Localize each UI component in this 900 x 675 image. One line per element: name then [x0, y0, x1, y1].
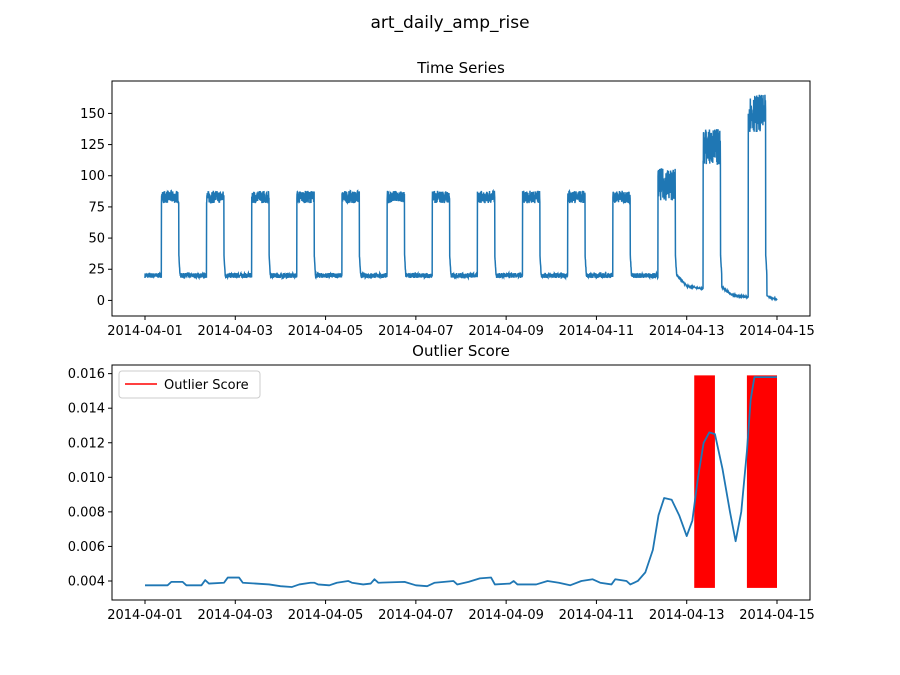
- y-tick-label: 50: [88, 232, 105, 247]
- outlier-score-plot-area: [145, 375, 777, 588]
- time-series-frame: [111, 80, 811, 317]
- x-tick-label: 2014-04-01: [107, 608, 183, 623]
- time-series-axes: Time Series 2014-04-01 2014-04-03 2014-04-…: [80, 59, 815, 339]
- y-tick-label: 100: [80, 169, 105, 184]
- y-tick-label: 0.012: [68, 436, 105, 451]
- time-series-line: [144, 94, 778, 302]
- x-tick-label: 2014-04-05: [288, 608, 364, 623]
- y-tick-label: 75: [88, 200, 105, 215]
- y-tick-label: 0.006: [68, 540, 105, 555]
- x-tick-label: 2014-04-13: [649, 324, 725, 339]
- time-series-plot-area: [144, 94, 778, 302]
- x-tick-label: 2014-04-13: [649, 608, 725, 623]
- y-tick-label: 25: [88, 263, 105, 278]
- x-tick-label: 2014-04-07: [378, 324, 454, 339]
- y-tick-label: 0.010: [68, 471, 105, 486]
- y-tick-label: 0.014: [68, 402, 105, 417]
- x-tick-label: 2014-04-09: [468, 608, 544, 623]
- outlier-score-title: Outlier Score: [412, 342, 510, 360]
- x-tick-label: 2014-04-15: [739, 608, 815, 623]
- figure-title: art_daily_amp_rise: [370, 13, 529, 33]
- y-tick-label: 150: [80, 107, 105, 122]
- x-tick-label: 2014-04-03: [198, 608, 274, 623]
- x-tick-label: 2014-04-09: [468, 324, 544, 339]
- y-tick-label: 0.004: [68, 574, 105, 589]
- anomaly-band: [746, 375, 777, 588]
- legend-box: [118, 370, 261, 399]
- outlier-score-ticks: 2014-04-01 2014-04-03 2014-04-05 2014-04-07…: [68, 367, 815, 623]
- x-tick-label: 2014-04-07: [378, 608, 454, 623]
- x-tick-label: 2014-04-03: [198, 324, 274, 339]
- y-tick-label: 0.008: [68, 505, 105, 520]
- x-tick-label: 2014-04-11: [559, 324, 635, 339]
- outlier-score-line: [145, 376, 777, 588]
- x-tick-label: 2014-04-11: [559, 608, 635, 623]
- legend-label: Outlier Score: [164, 378, 249, 393]
- y-tick-label: 0: [97, 294, 105, 309]
- outlier-score-axes: Outlier Score 2014-04-01 2014-04-03 2014-0…: [68, 342, 815, 623]
- y-tick-label: 0.016: [68, 367, 105, 382]
- time-series-title: Time Series: [416, 59, 505, 77]
- x-tick-label: 2014-04-01: [107, 324, 183, 339]
- legend: Outlier Score: [118, 370, 261, 399]
- anomaly-band: [694, 375, 715, 588]
- time-series-ticks: 2014-04-01 2014-04-03 2014-04-05 2014-04-07…: [80, 107, 815, 339]
- y-tick-label: 125: [80, 138, 105, 153]
- outlier-score-frame: [111, 364, 811, 601]
- x-tick-label: 2014-04-15: [739, 324, 815, 339]
- x-tick-label: 2014-04-05: [288, 324, 364, 339]
